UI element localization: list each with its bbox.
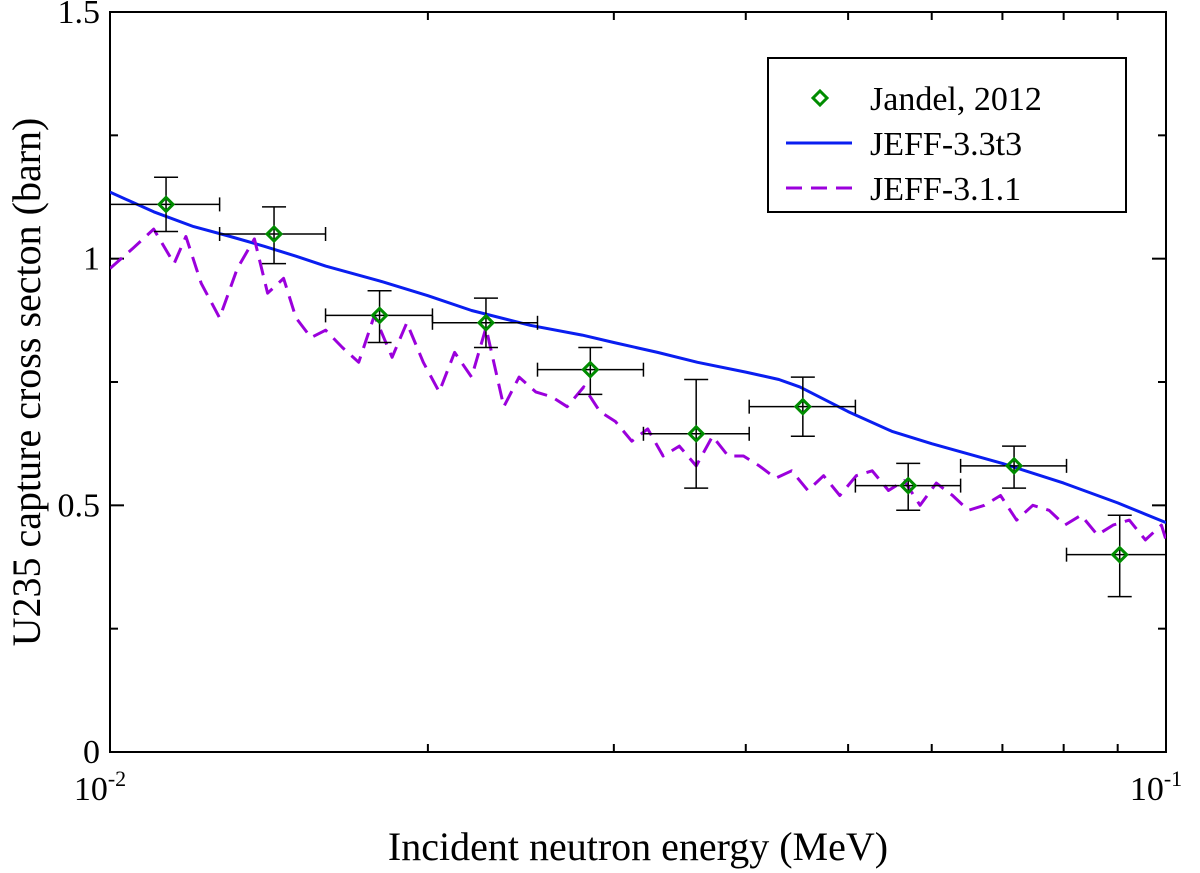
- legend: Jandel, 2012 JEFF-3.3t3 JEFF-3.1.1: [767, 57, 1127, 213]
- y-tick-label: 1.5: [58, 0, 101, 31]
- x-tick-label: 10-2: [74, 766, 126, 808]
- y-tick-label: 0: [83, 734, 100, 771]
- legend-label-jandel: Jandel, 2012: [870, 81, 1042, 118]
- data-point: [156, 195, 176, 214]
- y-axis-title: U235 capture cross secton (barn): [4, 118, 49, 647]
- data-point: [1004, 456, 1024, 475]
- legend-label-jeff-3.1.1: JEFF-3.1.1: [870, 171, 1021, 208]
- y-tick-label: 1: [83, 241, 100, 278]
- series-line-jeff-3.3t3: [110, 190, 1166, 524]
- data-point: [899, 476, 918, 495]
- legend-box: [767, 57, 1127, 213]
- y-tick-labels: 0 0.5 1 1.5: [58, 0, 101, 771]
- series-points: [109, 176, 1167, 598]
- series-line-jeff-3.1.1: [110, 227, 1166, 542]
- x-tick-labels: 10-2 10-1: [74, 766, 1182, 808]
- legend-marker-jandel: [810, 88, 830, 108]
- y-tick-label: 0.5: [58, 487, 101, 524]
- data-point: [581, 360, 600, 379]
- legend-label-jeff-3.3t3: JEFF-3.3t3: [870, 126, 1022, 163]
- x-tick-label: 10-1: [1130, 766, 1182, 808]
- x-axis-title: Incident neutron energy (MeV): [388, 824, 888, 869]
- data-point: [793, 397, 812, 416]
- data-point: [264, 224, 284, 244]
- data-point: [370, 306, 389, 325]
- data-point: [687, 424, 706, 443]
- series-lines: [110, 190, 1166, 542]
- data-point: [1110, 545, 1129, 564]
- data-point: [476, 313, 496, 332]
